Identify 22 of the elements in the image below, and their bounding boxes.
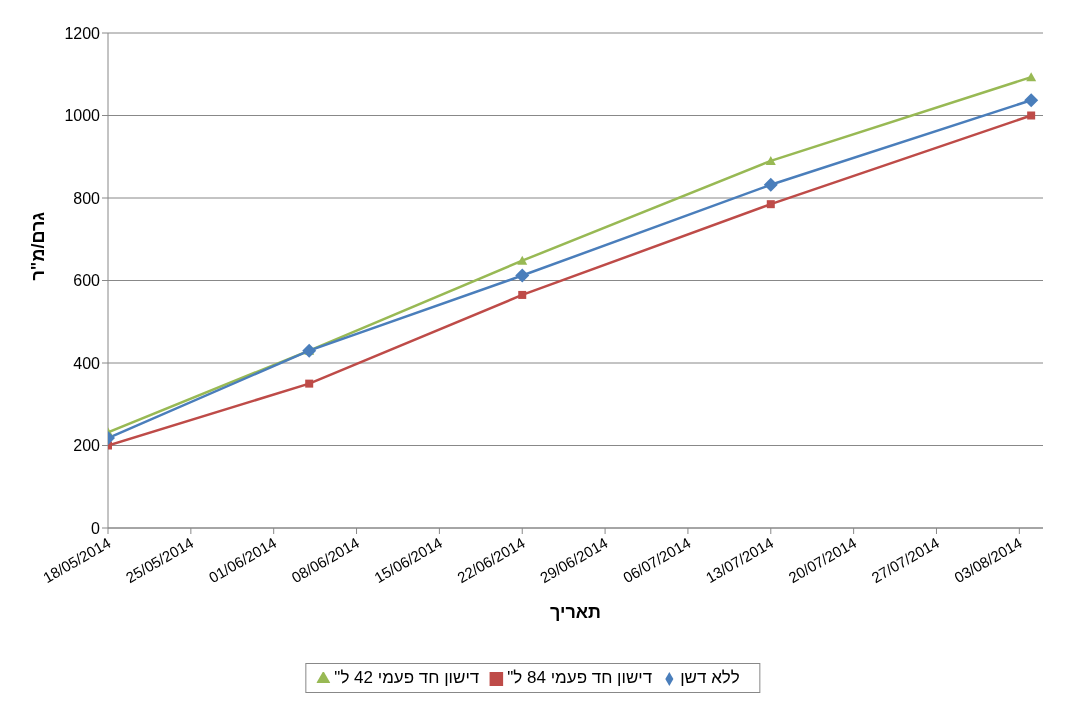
y-tick-label: 200 bbox=[73, 437, 101, 455]
y-tick-label: 1200 bbox=[64, 24, 101, 42]
y-tick-label: 400 bbox=[73, 354, 101, 372]
point bbox=[1026, 72, 1037, 82]
y-tick-label: 800 bbox=[73, 189, 101, 207]
y-axis-title: גרם/מ"ר bbox=[28, 211, 49, 281]
point bbox=[305, 379, 314, 388]
legend-label: ללא דשן bbox=[680, 668, 740, 687]
x-axis-title: תאריך bbox=[549, 602, 602, 622]
legend-label: דישון חד פעמי 42 ל" bbox=[334, 668, 480, 687]
point bbox=[766, 200, 775, 209]
point bbox=[1027, 111, 1036, 120]
y-tick-label: 1000 bbox=[64, 107, 101, 125]
y-tick-label: 600 bbox=[73, 272, 101, 290]
point bbox=[1024, 93, 1039, 108]
legend-label: דישון חד פעמי 84 ל" bbox=[507, 668, 653, 687]
point bbox=[763, 177, 778, 192]
point bbox=[517, 255, 528, 265]
point bbox=[765, 155, 776, 165]
y-tick-label: 0 bbox=[91, 519, 101, 537]
point bbox=[515, 268, 530, 283]
point bbox=[518, 290, 527, 299]
